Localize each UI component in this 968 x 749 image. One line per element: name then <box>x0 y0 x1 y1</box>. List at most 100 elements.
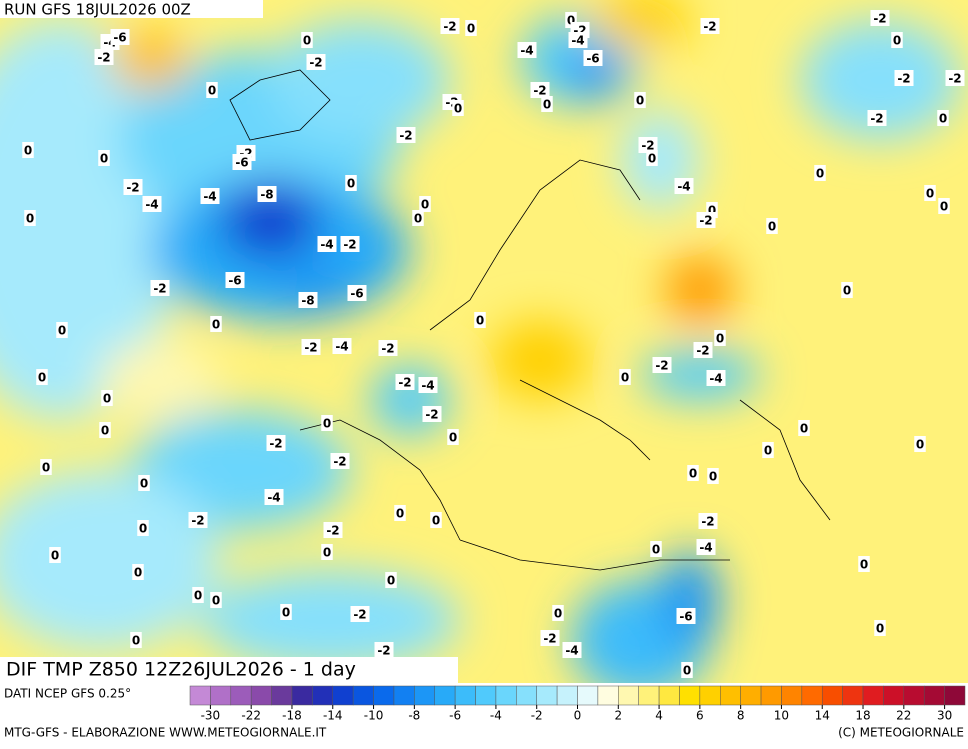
contour-label: -2 <box>153 282 166 296</box>
contour-label: -2 <box>304 341 317 355</box>
label-box <box>938 198 950 214</box>
contour-label: -2 <box>641 139 654 153</box>
label-box <box>619 369 631 385</box>
label-box <box>945 70 965 86</box>
label-box <box>210 592 222 608</box>
legend-swatch <box>230 685 252 706</box>
label-box <box>394 505 406 521</box>
label-box <box>321 415 333 431</box>
legend-swatch <box>250 685 272 706</box>
contour-label: 0 <box>764 444 772 458</box>
contour-label: -2 <box>703 20 716 34</box>
label-box <box>142 196 162 212</box>
legend-swatch <box>923 685 945 706</box>
contour-label: 0 <box>940 200 948 214</box>
legend-swatch <box>944 685 966 706</box>
legend-swatch <box>577 685 599 706</box>
legend-swatch <box>373 685 395 706</box>
contour-label: -2 <box>399 129 412 143</box>
label-box <box>867 110 887 126</box>
legend-tick-label: 10 <box>774 709 789 723</box>
legend-swatch <box>536 685 558 706</box>
label-box <box>232 154 252 170</box>
contour-label: -2 <box>543 632 556 646</box>
legend-swatch <box>352 685 374 706</box>
label-box <box>700 18 720 34</box>
contour-label: -2 <box>377 644 390 658</box>
contour-label: 0 <box>554 607 562 621</box>
contour-label: -4 <box>320 238 333 252</box>
contour-label: -4 <box>335 340 348 354</box>
label-box <box>137 520 149 536</box>
contour-label: 0 <box>303 34 311 48</box>
legend-swatch <box>883 685 905 706</box>
contour-label: 0 <box>396 507 404 521</box>
label-box <box>347 285 367 301</box>
contour-label: 0 <box>816 167 824 181</box>
label-box <box>583 50 603 66</box>
legend-tick-label: -2 <box>531 709 543 723</box>
contour-label: -2 <box>126 181 139 195</box>
label-box <box>188 512 208 528</box>
contour-label: 0 <box>132 634 140 648</box>
contour-label: -4 <box>565 644 578 658</box>
contour-label: -2 <box>699 214 712 228</box>
contour-label: -2 <box>269 437 282 451</box>
label-box <box>24 210 36 226</box>
legend-swatch <box>679 685 701 706</box>
label-box <box>676 608 696 624</box>
legend-swatch <box>842 685 864 706</box>
contour-label: 0 <box>323 417 331 431</box>
label-box <box>440 18 460 34</box>
legend-tick-label: 0 <box>574 709 582 723</box>
legend-swatch <box>414 685 435 706</box>
title-box <box>0 657 458 683</box>
legend-swatch <box>740 685 762 706</box>
legend-tick-label: 22 <box>896 709 911 723</box>
label-box <box>798 420 810 436</box>
legend-swatch <box>475 685 497 706</box>
contour-label: 0 <box>449 431 457 445</box>
label-box <box>706 202 718 218</box>
label-box <box>937 110 949 126</box>
contour-label: 0 <box>709 470 717 484</box>
legend-tick-label: -10 <box>364 709 384 723</box>
contour-label: 0 <box>454 102 462 116</box>
legend-tick-label: -18 <box>282 709 302 723</box>
contour-label: 0 <box>51 549 59 563</box>
contour-label: 0 <box>708 204 716 218</box>
contour-label: -2 <box>897 72 910 86</box>
legend-tick-label: -4 <box>490 709 502 723</box>
contour-label: -4 <box>421 379 434 393</box>
legend-swatch <box>454 685 476 706</box>
legend-swatch <box>720 685 741 706</box>
label-box <box>225 272 245 288</box>
contour-label: 0 <box>652 543 660 557</box>
label-box <box>858 556 870 572</box>
legend-swatch <box>821 685 843 706</box>
label-box <box>562 642 582 658</box>
label-box <box>707 468 719 484</box>
label-box <box>419 196 431 212</box>
label-box <box>36 369 48 385</box>
label-box <box>378 340 398 356</box>
label-box <box>541 96 553 112</box>
contour-label: -2 <box>97 51 110 65</box>
legend-swatch <box>210 685 232 706</box>
label-box <box>687 465 699 481</box>
label-box <box>206 82 218 98</box>
credit-left: MTG-GFS - ELABORAZIONE WWW.METEOGIORNALE… <box>4 726 327 740</box>
contour-label: 0 <box>347 177 355 191</box>
contour-label: 0 <box>24 144 32 158</box>
label-box <box>150 280 170 296</box>
contour-label: -8 <box>301 294 314 308</box>
contour-label: 0 <box>26 212 34 226</box>
legend-swatch <box>781 685 803 706</box>
contour-label: 0 <box>768 220 776 234</box>
contour-label: -4 <box>520 44 533 58</box>
contour-label: -4 <box>267 491 280 505</box>
contour-label: -2 <box>425 408 438 422</box>
map-field: -4-6-20-2-2 00-2-4-4-6-2-20-2 -20 -2-2 000-2… <box>0 0 968 683</box>
label-box <box>266 435 286 451</box>
label-box <box>565 12 577 28</box>
